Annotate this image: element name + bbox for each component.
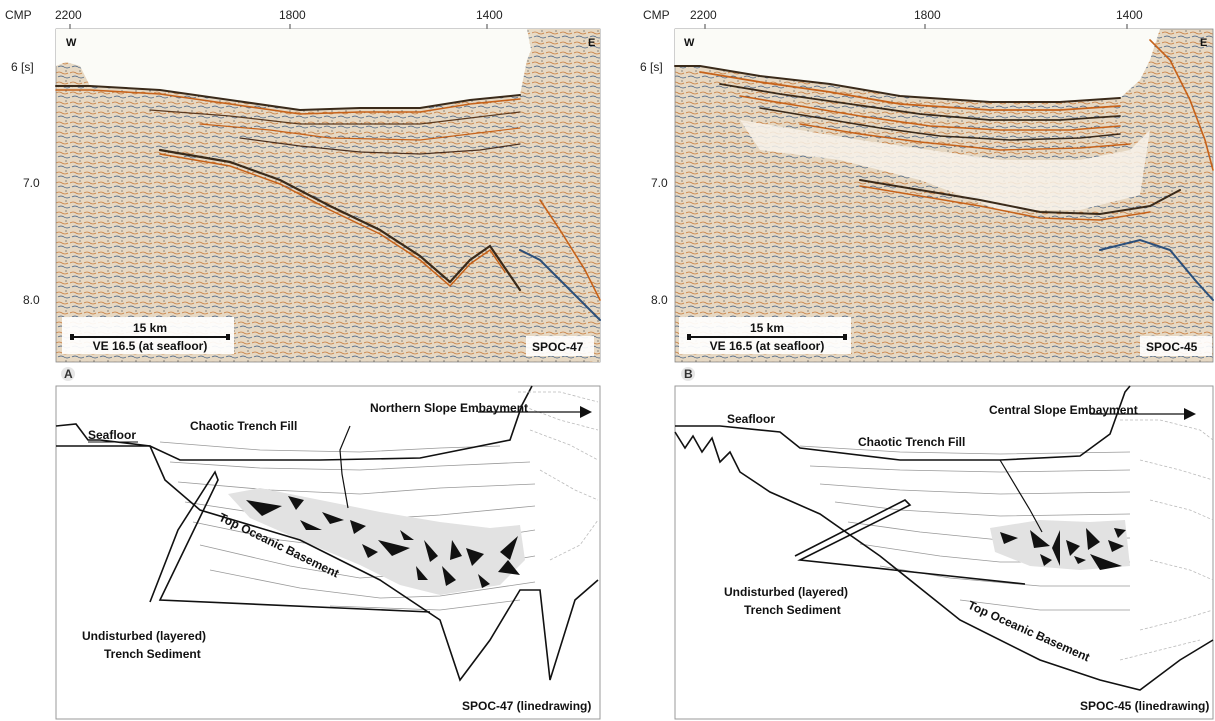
arrow-head-b [1184,408,1196,420]
time-tick-a-7: 7.0 [23,176,40,190]
chaotic-label-a: Chaotic Trench Fill [190,419,297,433]
time-tick-a-8: 8.0 [23,293,40,307]
panel-letter-badge-a [61,367,75,381]
ve-label-a: VE 16.5 (at seafloor) [93,339,208,353]
scale-box-a [62,317,234,354]
time-tick-b-8: 8.0 [651,293,668,307]
cmp-tick-b-2200: 2200 [690,8,717,22]
linedrawing-panel-b: Central Slope Embayment Seafloor Chaotic… [674,385,1214,720]
caption-a: SPOC-47 (linedrawing) [462,699,591,713]
bold-lines-b [674,385,1214,691]
chaotic-leader-a [339,425,351,509]
chaotic-leader-b [999,459,1043,533]
west-label-a: W [66,37,77,49]
panel-letter-b: B [684,367,693,381]
undisturbed-label-a-1: Undisturbed (layered) [82,629,206,643]
scale-km-a: 15 km [133,321,167,335]
cmp-label-b: CMP [643,8,670,22]
seismic-panel-a: CMP 2200 1800 1400 6 [s] 7.0 8.0 W E [5,8,601,363]
east-label-b: E [1200,37,1207,49]
ve-label-b: VE 16.5 (at seafloor) [710,339,825,353]
cmp-tick-b-1800: 1800 [914,8,941,22]
chaotic-blocks-a [246,496,520,588]
bold-lines-a [55,385,599,682]
undisturbed-label-a-2: Trench Sediment [104,647,201,661]
chaotic-fill-area-a [228,488,525,595]
cmp-label-a: CMP [5,8,32,22]
undisturbed-label-b-1: Undisturbed (layered) [724,585,848,599]
undisturbed-label-b-2: Trench Sediment [744,603,841,617]
scale-km-b: 15 km [750,321,784,335]
linedrawing-panel-a: Northern Slope Embayment Seafloor Chaoti… [55,385,601,720]
caption-b: SPOC-45 (linedrawing) [1080,699,1209,713]
line-name-a: SPOC-47 [532,340,584,354]
panel-letter-a: A [64,367,73,381]
seafloor-label-b: Seafloor [727,412,775,426]
cmp-tick-a-1400: 1400 [476,8,503,22]
scale-box-b [679,317,851,354]
arrow-head-a [580,406,592,418]
cmp-tick-b-1400: 1400 [1116,8,1143,22]
time-tick-a-6: 6 [s] [11,60,34,74]
seismic-panel-b: CMP 2200 1800 1400 6 [s] 7.0 8.0 W E [640,8,1214,363]
panel-letter-badge-b [681,367,695,381]
east-label-a: E [588,37,595,49]
time-tick-b-7: 7.0 [651,176,668,190]
time-tick-b-6: 6 [s] [640,60,663,74]
embayment-label-b: Central Slope Embayment [989,403,1138,417]
embayment-label-a: Northern Slope Embayment [370,401,528,415]
seafloor-label-a: Seafloor [88,428,136,442]
chaotic-label-b: Chaotic Trench Fill [858,435,965,449]
line-name-b: SPOC-45 [1146,340,1198,354]
west-label-b: W [684,37,695,49]
cmp-tick-a-1800: 1800 [279,8,306,22]
chaotic-blocks-b [1000,528,1126,570]
cmp-tick-a-2200: 2200 [55,8,82,22]
